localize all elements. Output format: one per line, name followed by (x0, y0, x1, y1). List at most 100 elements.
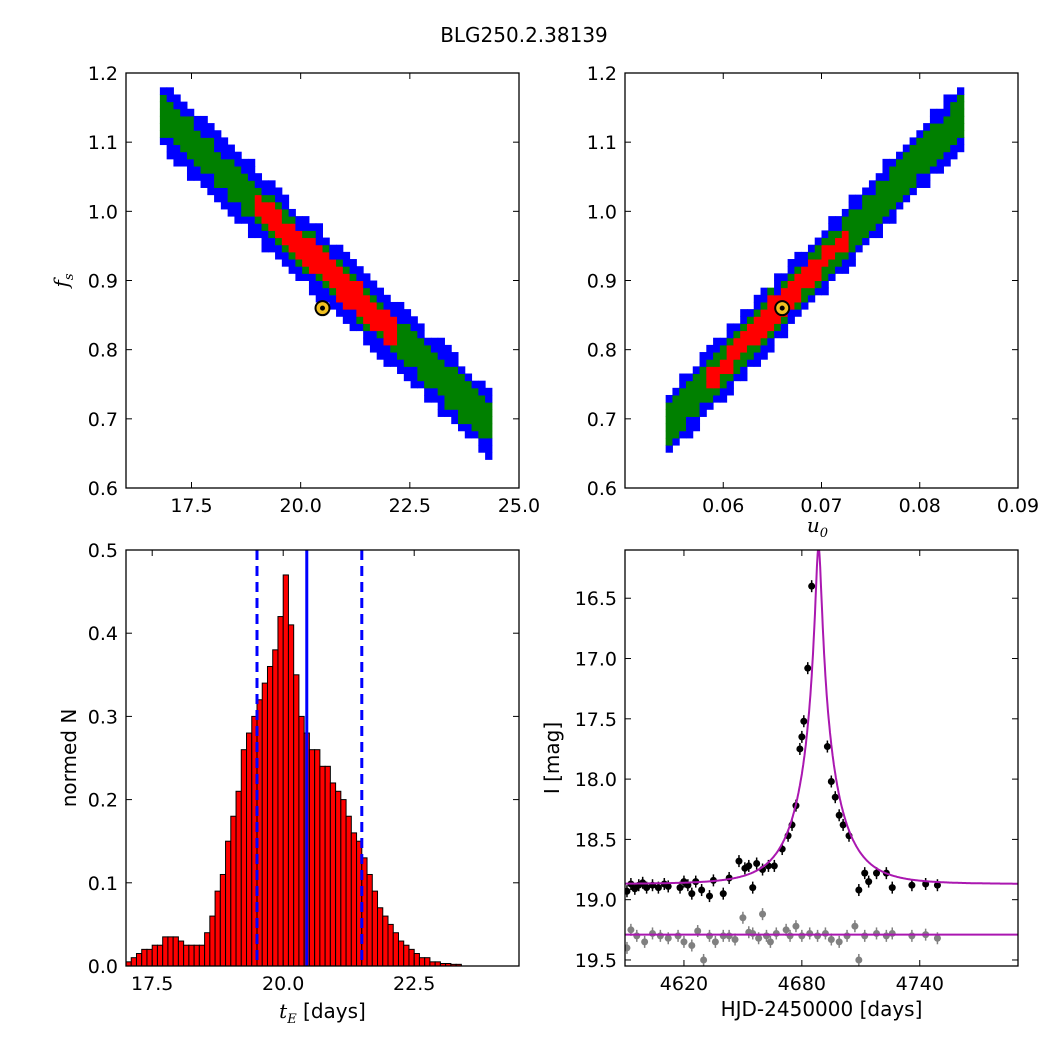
contour-cell (902, 173, 911, 181)
contour-cell (342, 294, 351, 303)
contour-cell (220, 137, 229, 146)
contour-cell (193, 137, 202, 146)
residual-point (835, 938, 843, 946)
contour-cell (485, 445, 493, 453)
contour-cell (855, 194, 863, 203)
contour-cell (275, 216, 283, 224)
residual-point (821, 929, 829, 937)
contour-cell (376, 344, 384, 353)
contour-cell (685, 423, 694, 432)
contour-cell (478, 387, 486, 396)
contour-cell (315, 266, 323, 274)
contour-cell (485, 416, 493, 425)
contour-cell (336, 280, 344, 289)
contour-cell (458, 394, 466, 403)
contour-cell (923, 173, 931, 181)
contour-cell (464, 394, 473, 403)
contour-cell (234, 194, 242, 203)
contour-cell (417, 366, 425, 375)
contour-cell (699, 359, 707, 367)
contour-cell (692, 373, 701, 382)
contour-cell (281, 208, 290, 217)
contour-cell (767, 287, 775, 296)
contour-cell (774, 330, 782, 339)
contour-cell (685, 387, 694, 396)
residual-point (688, 942, 696, 950)
data-point (831, 793, 839, 801)
contour-cell (923, 144, 931, 153)
contour-cell (882, 158, 890, 167)
contour-cell (315, 244, 323, 253)
contour-cell (383, 294, 391, 303)
panel-bottom-right: 4620 4680 4740 16.5 17.0 17.5 18.0 18.5 19.0 19.5… (540, 549, 1019, 1021)
x-axis-label-sub: 0 (820, 526, 828, 541)
contour-cell (295, 244, 303, 253)
contour-cell (268, 237, 276, 246)
contour-cell (437, 352, 445, 360)
contour-cell (247, 223, 256, 231)
contour-cell (241, 208, 249, 217)
contour-cell (390, 301, 398, 310)
contour-cell (281, 223, 290, 231)
histogram-bar (177, 940, 185, 966)
contour-cell (699, 394, 707, 403)
contour-cell (909, 180, 917, 188)
contour-cell (173, 115, 181, 124)
contour-cell (227, 144, 235, 153)
residual-point (772, 929, 780, 937)
contour-cell (444, 366, 452, 375)
contour-cell (295, 259, 303, 267)
contour-cell (424, 366, 432, 375)
contour-cell (227, 158, 235, 167)
contour-cell (719, 337, 728, 346)
contour-cell (308, 273, 317, 281)
contour-cell (821, 280, 829, 289)
contour-cell (397, 330, 405, 339)
contour-cell (430, 394, 439, 403)
contour-cell (281, 259, 290, 267)
contour-cell (356, 309, 364, 317)
contour-cell (369, 316, 378, 324)
contour-cell (753, 330, 762, 339)
contour-cell (261, 180, 269, 188)
contour-cell (672, 387, 680, 396)
data-point (827, 778, 835, 786)
contour-cell (464, 430, 473, 439)
contour-cell (835, 230, 843, 239)
contour-cell (444, 409, 452, 417)
contour-cell (268, 244, 276, 253)
contour-cell (760, 309, 768, 317)
contour-cell (936, 166, 944, 174)
contour-cell (397, 337, 405, 346)
contour-cell (828, 237, 836, 246)
contour-cell (841, 244, 850, 253)
y-tick-label: 0.9 (587, 271, 617, 293)
contour-cell (180, 158, 188, 167)
contour-cell (430, 366, 439, 375)
contour-cell (376, 352, 384, 360)
contour-cell (247, 173, 256, 181)
contour-cell (896, 173, 904, 181)
contour-cell (193, 173, 202, 181)
y-axis-label-sub: s (62, 273, 77, 280)
light-curve-plot (625, 550, 1018, 966)
contour-cell (889, 208, 897, 217)
y-tick-label: 0.6 (587, 478, 617, 500)
contour-cell (329, 244, 337, 253)
contour-cell (424, 359, 432, 367)
contour-cell (950, 137, 958, 146)
contour-cell (882, 187, 890, 196)
contour-cell (807, 259, 816, 267)
data-point (861, 869, 869, 877)
contour-cell (159, 115, 168, 124)
contour-cell (807, 280, 816, 289)
contour-cell (801, 273, 809, 281)
contour-cell (173, 158, 181, 167)
contour-cell (828, 251, 836, 260)
contour-cell (923, 158, 931, 167)
contour-cell (451, 380, 459, 389)
contour-cell (679, 387, 687, 396)
contour-cell (254, 230, 263, 239)
contour-cell (322, 266, 330, 274)
contour-cell (437, 366, 445, 375)
